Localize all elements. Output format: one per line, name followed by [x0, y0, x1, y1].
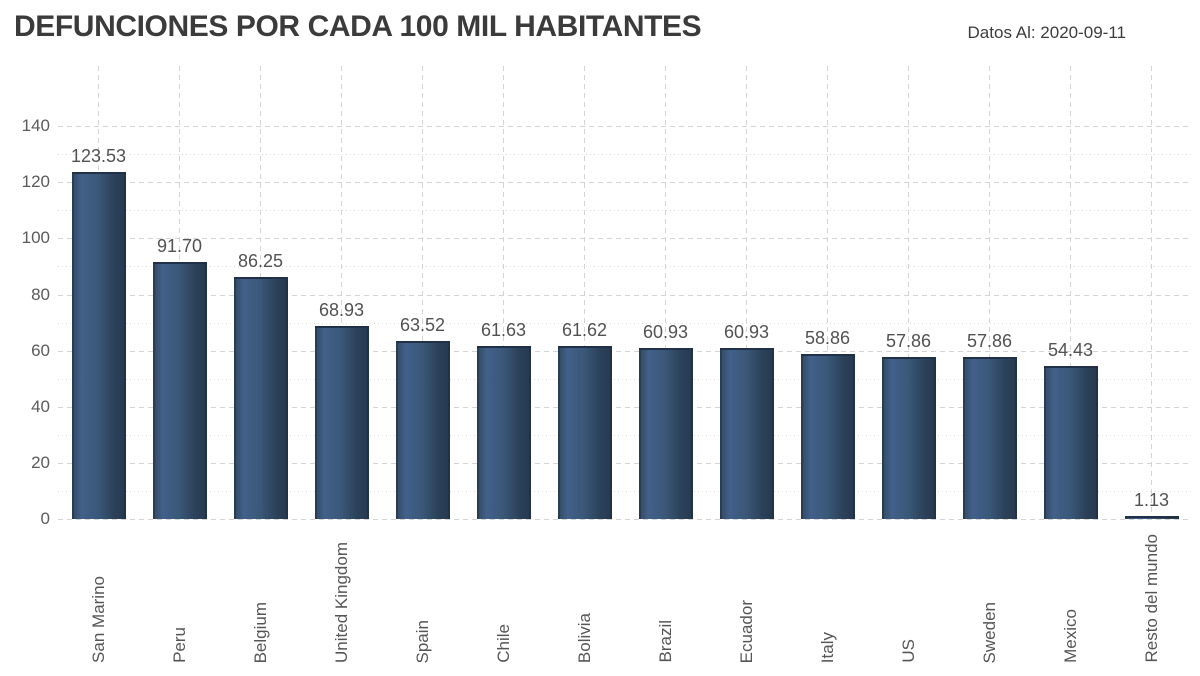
gridline-minor	[58, 434, 1192, 436]
x-category-label-text: Peru	[169, 627, 189, 663]
bar-value-label: 123.53	[70, 146, 127, 167]
bar-value-label: 60.93	[642, 322, 689, 342]
bar-resto-del-mundo[interactable]	[1124, 515, 1179, 519]
gridline-minor	[58, 378, 1192, 380]
x-category-label-text: United Kingdom	[331, 542, 351, 663]
x-category-label-resto-del-mundo: Resto del mundo	[1111, 519, 1192, 676]
x-category-label-san-marino: San Marino	[58, 519, 139, 676]
y-tick-label: 0	[40, 509, 50, 528]
gridline-vertical	[422, 66, 423, 519]
bar-peru[interactable]	[152, 261, 207, 519]
x-category-label-peru: Peru	[139, 519, 220, 676]
gridline-major	[58, 238, 1192, 240]
bar-value-label: 57.86	[966, 330, 1013, 351]
data-as-of-date: Datos Al: 2020-09-11	[967, 23, 1126, 42]
y-tick-label: 120	[21, 172, 50, 192]
bar-san-marino[interactable]	[71, 172, 126, 519]
x-category-label-mexico: Mexico	[1030, 519, 1111, 676]
bar-value-label: 57.86	[885, 330, 932, 351]
bar-spain[interactable]	[395, 340, 450, 519]
bar-italy[interactable]	[800, 353, 855, 519]
gridline-major	[58, 182, 1192, 184]
y-tick-label: 80	[31, 284, 50, 304]
x-category-label-belgium: Belgium	[220, 519, 301, 676]
gridline-minor	[58, 490, 1192, 492]
x-category-label-text: Ecuador	[736, 599, 756, 663]
x-category-label-text: Brazil	[655, 620, 675, 663]
gridline-major	[58, 406, 1192, 408]
y-tick-label: 140	[21, 116, 50, 136]
bar-value-label: 68.93	[318, 299, 365, 320]
x-category-label-text: San Marino	[88, 576, 108, 663]
bar-value-label: 91.70	[156, 235, 203, 256]
bar-ecuador[interactable]	[719, 348, 774, 519]
bar-value-label: 58.86	[804, 327, 851, 348]
y-tick-label: 60	[31, 340, 50, 360]
gridline-major	[58, 462, 1192, 464]
plot-area: 0 20 40 60 80 100 120 140 123.53 91.70 86.25 68.93 6…	[22, 66, 1192, 528]
bar-bolivia[interactable]	[557, 346, 612, 519]
x-category-label-text: US	[898, 639, 918, 663]
bar-chile[interactable]	[476, 346, 531, 519]
x-category-label-italy: Italy	[787, 519, 868, 676]
y-tick-label: 100	[21, 228, 50, 248]
bar-belgium[interactable]	[233, 277, 288, 519]
gridline-minor	[58, 210, 1192, 212]
gridline-minor	[58, 322, 1192, 324]
x-category-label-sweden: Sweden	[949, 519, 1030, 676]
x-category-label-text: Sweden	[979, 601, 999, 663]
gridline-vertical	[1070, 66, 1071, 519]
x-category-label-united-kingdom: United Kingdom	[301, 519, 382, 676]
bar-brazil[interactable]	[638, 348, 693, 519]
gridline-major	[58, 294, 1192, 296]
bar-value-label: 61.63	[480, 320, 527, 341]
x-category-label-text: Spain	[412, 619, 432, 663]
bar-value-label: 63.52	[399, 314, 446, 335]
bar-us[interactable]	[881, 356, 936, 519]
y-tick-label: 40	[31, 396, 50, 416]
gridline-minor	[58, 154, 1192, 156]
gridline-vertical	[908, 66, 909, 519]
gridline-major	[58, 350, 1192, 352]
chart-title: DEFUNCIONES POR CADA 100 MIL HABITANTES	[14, 10, 702, 43]
x-category-label-text: Bolivia	[574, 612, 594, 663]
gridline-vertical	[584, 66, 585, 519]
bar-value-label: 1.13	[1133, 489, 1170, 510]
x-category-label-bolivia: Bolivia	[544, 519, 625, 676]
x-axis-labels: San Marino Peru Belgium United Kingdom Spain…	[58, 519, 1192, 676]
x-category-label-us: US	[868, 519, 949, 676]
x-category-label-ecuador: Ecuador	[706, 519, 787, 676]
x-category-label-spain: Spain	[382, 519, 463, 676]
gridline-vertical	[1151, 66, 1152, 519]
x-category-label-text: Italy	[817, 631, 837, 663]
bar-sweden[interactable]	[962, 356, 1017, 519]
gridline-vertical	[665, 66, 666, 519]
x-category-label-chile: Chile	[463, 519, 544, 676]
gridline-minor	[58, 266, 1192, 268]
bar-value-label: 54.43	[1047, 340, 1094, 361]
x-category-label-brazil: Brazil	[625, 519, 706, 676]
gridline-major	[58, 126, 1192, 128]
bar-united-kingdom[interactable]	[314, 325, 369, 519]
gridline-vertical	[503, 66, 504, 519]
gridline-vertical	[746, 66, 747, 519]
bar-mexico[interactable]	[1043, 366, 1098, 519]
x-category-label-text: Resto del mundo	[1141, 534, 1161, 663]
gridline-vertical	[989, 66, 990, 519]
bar-value-label: 61.62	[561, 320, 608, 341]
x-category-label-text: Belgium	[250, 601, 270, 663]
bar-value-label: 60.93	[723, 322, 770, 342]
gridline-vertical	[827, 66, 828, 519]
x-category-label-text: Mexico	[1060, 609, 1080, 663]
x-category-label-text: Chile	[493, 624, 513, 663]
bar-value-label: 86.25	[237, 251, 284, 271]
y-tick-label: 20	[31, 452, 50, 472]
gridline-major	[58, 519, 1192, 520]
gridline-vertical	[341, 66, 342, 519]
